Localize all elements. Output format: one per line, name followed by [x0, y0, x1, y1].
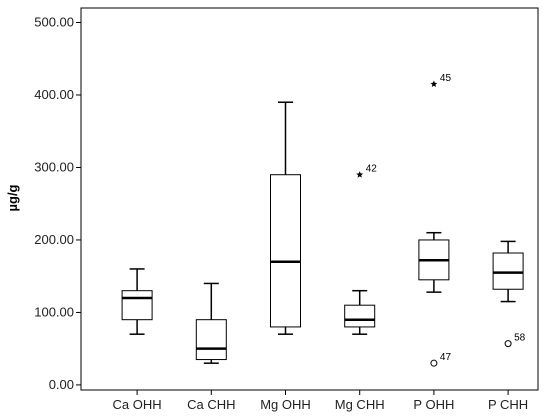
box-group: 42: [344, 164, 378, 335]
outlier-star-marker: [356, 171, 364, 178]
outlier-label: 47: [440, 352, 452, 363]
box-group: [195, 282, 227, 364]
outlier-star-marker: [430, 80, 438, 88]
box-iqr: [270, 174, 301, 328]
box-group: [121, 268, 153, 335]
outlier-circle-marker: [430, 359, 438, 367]
outlier-circle-marker: [504, 340, 512, 348]
x-tick-label: Ca CHH: [187, 397, 235, 412]
box-group: 45 47: [418, 73, 452, 367]
outlier-label: 42: [366, 164, 378, 175]
y-tick-label: 300.00: [34, 159, 74, 174]
box-iqr: [121, 290, 153, 321]
x-tick-label: Mg OHH: [260, 397, 311, 412]
outlier-label: 45: [440, 73, 452, 84]
y-tick-label: 400.00: [34, 87, 74, 102]
y-axis: 0.00 100.00 200.00 300.00 400.00 500.00: [34, 14, 81, 392]
x-tick-label: Mg CHH: [335, 397, 385, 412]
y-tick-label: 500.00: [34, 14, 74, 29]
x-tick-label: P CHH: [488, 397, 528, 412]
outlier-label: 58: [514, 333, 526, 344]
x-tick-label: P OHH: [413, 397, 454, 412]
box-group: [270, 101, 301, 335]
box-iqr: [344, 304, 376, 328]
y-axis-label: µg/g: [5, 184, 20, 211]
box-group: 58: [492, 240, 526, 348]
y-tick-label: 100.00: [34, 304, 74, 319]
y-tick-label: 0.00: [49, 377, 74, 392]
x-tick-label: Ca OHH: [113, 397, 162, 412]
x-axis: Ca OHH Ca CHH Mg OHH Mg CHH P OHH P CHH: [113, 390, 528, 412]
y-tick-label: 200.00: [34, 232, 74, 247]
plot-frame: [80, 7, 539, 391]
box-series: 42 45 47 58: [121, 73, 526, 367]
box-iqr: [195, 319, 227, 361]
box-iqr: [492, 252, 524, 290]
